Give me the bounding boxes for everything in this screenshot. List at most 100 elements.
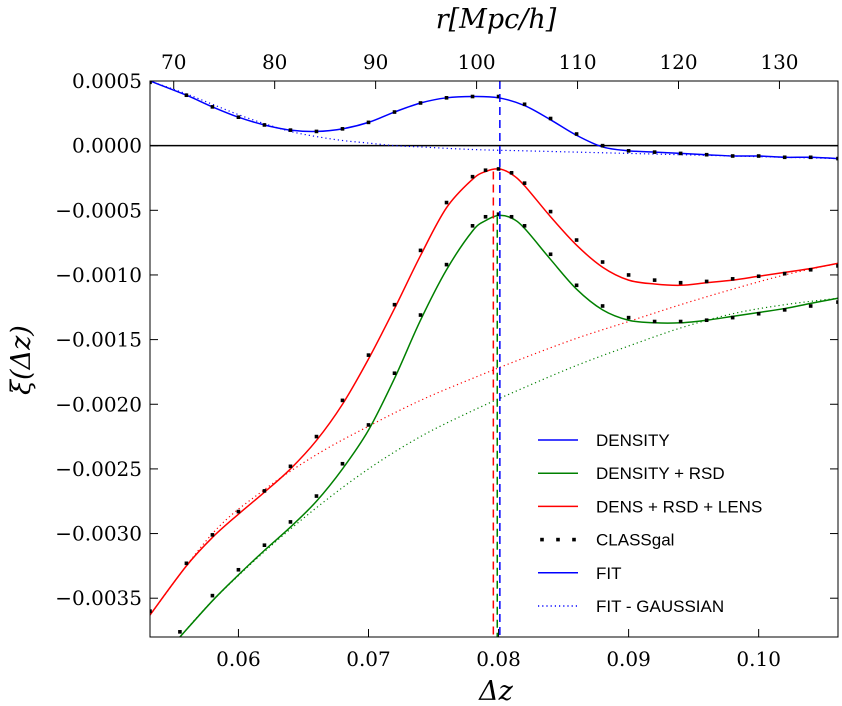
classgal-point-0-18 [574,238,579,242]
classgal-point-2-11 [444,96,449,100]
x-tick-label-3: 0.09 [606,647,651,671]
classgal-point-1-22 [704,318,709,323]
classgal-point-2-1 [184,93,189,98]
classgal-point-0-20 [626,273,631,277]
classgal-point-1-20 [652,319,657,324]
legend-label-1: DENSITY + RSD [596,464,725,483]
classgal-point-2-12 [470,94,475,99]
classgal-point-2-16 [574,132,579,136]
classgal-point-2-22 [730,154,735,158]
classgal-point-1-2 [236,567,241,572]
y-tick-label-2: −0.0005 [55,198,142,222]
legend: DENSITY DENSITY + RSD DENS + RSD + LENS CLA… [538,431,762,616]
classgal-point-1-16 [548,252,553,257]
classgal-point-2-8 [366,120,371,125]
top-x-tick-label-5: 120 [659,50,697,74]
y-tick-label-8: −0.0035 [55,586,142,610]
classgal-point-0-15 [509,171,514,175]
classgal-point-2-23 [756,154,761,158]
classgal-point-2-17 [600,143,605,148]
legend-marker-3-2 [572,537,576,542]
classgal-point-0-22 [678,280,683,285]
classgal-point-1-1 [210,593,215,598]
legend-marker-3-0 [540,537,544,542]
classgal-point-2-9 [392,110,397,114]
classgal-point-2-15 [548,116,553,121]
x-tick-label-2: 0.08 [476,647,521,671]
classgal-point-2-25 [808,155,813,160]
classgal-point-2-4 [262,123,267,127]
classgal-point-1-0 [178,630,182,634]
classgal-point-0-3 [236,509,241,514]
legend-marker-3-1 [556,537,560,542]
classgal-point-0-21 [652,278,657,282]
legend-label-5: FIT - GAUSSIAN [596,597,724,616]
classgal-point-1-23 [730,315,735,320]
ticks-layer: 0.06 0.07 0.08 0.09 0.10 70 80 90 100 110 120 130 0.… [55,50,838,671]
classgal-point-0-2 [210,533,215,537]
classgal-point-2-21 [704,152,709,157]
classgal-point-1-8 [392,371,397,376]
y-tick-label-6: −0.0025 [55,457,142,481]
classgal-point-0-8 [366,353,371,357]
classgal-point-1-11 [470,224,475,228]
classgal-point-1-26 [808,304,813,308]
top-x-tick-label-6: 130 [760,50,798,74]
classgal-point-2-5 [288,128,293,132]
classgal-point-1-14 [509,214,514,219]
classgal-point-2-2 [210,105,215,109]
classgal-point-2-13 [496,94,501,99]
legend-label-2: DENS + RSD + LENS [596,497,762,516]
classgal-point-1-6 [340,461,345,466]
classgal-point-1-12 [483,214,488,219]
x-tick-label-0: 0.06 [216,647,261,671]
classgal-point-1-3 [262,543,267,547]
classgal-point-0-6 [314,434,319,439]
classgal-point-0-27 [808,267,813,272]
classgal-point-2-24 [782,155,787,160]
classgal-point-1-24 [756,311,761,316]
legend-label-4: FIT [596,564,622,583]
classgal-point-1-27 [836,300,838,304]
classgal-point-1-13 [496,212,501,216]
plot-frame [149,80,839,638]
classgal-point-2-10 [418,101,423,105]
classgal-point-0-16 [522,181,527,185]
classgal-point-0-25 [756,274,761,279]
x-tick-label-4: 0.10 [736,647,781,671]
y-tick-label-1: 0.0000 [72,134,142,158]
classgal-point-2-3 [236,115,241,120]
plot-content [150,81,838,637]
classgal-point-2-26 [836,156,838,161]
classgal-point-2-6 [314,129,319,134]
series-line-3 [179,297,838,637]
classgal-point-1-21 [678,319,683,324]
y-tick-label-0: 0.0005 [72,69,142,93]
y-tick-label-3: −0.0010 [55,263,142,287]
classgal-point-0-4 [262,489,267,493]
classgal-point-2-0 [150,81,152,85]
top-x-tick-label-0: 70 [161,50,186,74]
series-line-2 [179,214,838,637]
classgal-point-1-7 [366,423,371,427]
y-tick-label-4: −0.0015 [55,328,142,352]
classgal-point-0-11 [444,200,449,205]
classgal-point-2-7 [340,127,345,131]
classgal-point-0-19 [600,260,605,264]
top-x-tick-label-2: 90 [363,50,388,74]
classgal-point-0-5 [288,464,293,469]
classgal-point-0-28 [836,264,838,268]
classgal-point-0-1 [184,561,189,566]
classgal-point-0-12 [470,174,475,179]
classgal-point-2-20 [678,151,683,156]
classgal-point-2-18 [626,149,631,153]
top-x-tick-label-4: 110 [558,50,596,74]
y-tick-label-5: −0.0020 [55,392,142,416]
classgal-point-0-13 [483,168,488,173]
classgal-point-1-4 [288,520,293,524]
classgal-point-2-14 [522,102,527,107]
classgal-point-2-19 [652,150,657,154]
y-axis-title: ξ(Δz) [6,325,37,395]
